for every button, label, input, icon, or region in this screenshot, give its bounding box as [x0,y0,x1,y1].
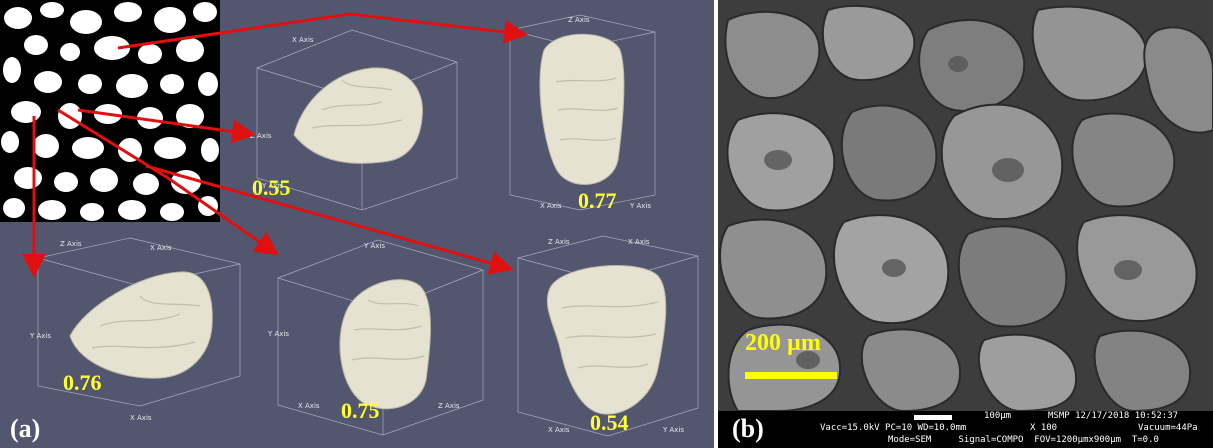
sem-instrument-timestamp: MSMP 12/17/2018 10:52:37 [1048,411,1179,421]
scale-bar-label: 200 µm [745,330,821,356]
x-axis-label: X Axis [298,402,320,410]
panel-a-particle-renders: X Axis Z Axis Y Axis 0.55 Z Axis X Axis … [0,0,714,448]
particle-render-5: Z Axis X Axis X Axis Y Axis [517,235,699,437]
x-axis-label: X Axis [292,36,314,44]
z-axis-label: Z Axis [548,238,570,246]
shape-value-3: 0.76 [63,370,102,395]
z-axis-label: Z Axis [568,16,590,24]
x-axis-label: X Axis [540,202,562,210]
shape-value-5: 0.54 [590,410,629,435]
sem-vacc-info: Vacc=15.0kV PC=10 WD=10.0mm [820,423,967,433]
sem-info-footer [718,411,1213,448]
z-axis-label: Z Axis [438,402,460,410]
particle-render-4: Y Axis Y Axis X Axis Z Axis [268,239,484,436]
particle-render-3: Z Axis X Axis Y Axis X Axis [30,237,241,422]
x-axis-label-bottom: X Axis [548,426,570,434]
shape-value-4: 0.75 [341,398,380,423]
shape-value-1: 0.55 [252,175,291,200]
particle-render-2: Z Axis X Axis Y Axis [509,14,656,211]
shape-value-2: 0.77 [578,188,617,213]
y-axis-label-side: Y Axis [268,330,289,338]
x-axis-label-bottom: X Axis [130,414,152,422]
sem-magnification: X 100 [1030,423,1058,433]
x-axis-label: X Axis [150,244,172,252]
sem-mode-signal: Mode=SEM Signal=COMPO FOV=1200µmx900µm T… [888,435,1159,445]
panel-a-label: (a) [10,414,41,443]
y-axis-label: Y Axis [629,202,651,210]
z-axis-label: Z Axis [250,132,272,140]
z-axis-label: Z Axis [60,240,82,248]
scale-bar [745,372,837,379]
micro-scale-label: 100µm [984,411,1012,421]
panel-b-label: (b) [732,414,764,443]
y-axis-label: Y Axis [30,332,51,340]
y-axis-label: Y Axis [662,426,684,434]
micro-scale-bar [914,415,952,420]
sem-particle-image [718,0,1213,411]
binary-segmentation-map [0,0,220,222]
y-axis-label: Y Axis [363,242,385,250]
sem-vacuum: Vacuum=44Pa [1138,423,1198,433]
x-axis-label: X Axis [628,238,650,246]
panel-b-sem-micrograph: 200 µm 100µm MSMP 12/17/2018 10:52:37 Va… [718,0,1213,448]
